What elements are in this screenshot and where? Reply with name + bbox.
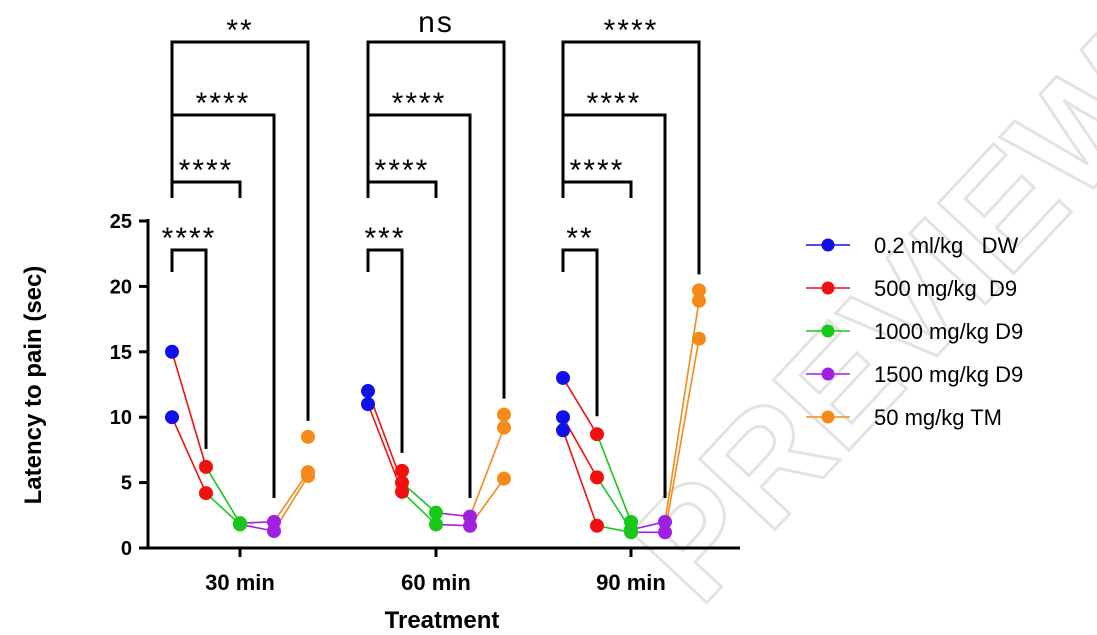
significance-bracket bbox=[366, 40, 506, 399]
series-connector bbox=[171, 416, 207, 494]
series-connector bbox=[562, 377, 598, 435]
data-point bbox=[497, 407, 511, 422]
legend-marker bbox=[821, 410, 835, 424]
x-axis-title: Treatment bbox=[385, 607, 500, 634]
data-point bbox=[395, 475, 409, 490]
legend: 0.2 ml/kg DW 500 mg/kg D9 1000 mg/kg D9 150… bbox=[806, 233, 1023, 430]
x-tick-label: 90 min bbox=[596, 570, 666, 595]
data-point bbox=[692, 331, 706, 346]
data-point bbox=[692, 283, 706, 298]
data-point bbox=[590, 470, 604, 485]
y-tick-label: 10 bbox=[110, 407, 132, 429]
series-connector bbox=[469, 427, 505, 517]
series-connector bbox=[596, 433, 632, 523]
data-point bbox=[658, 514, 672, 529]
series-connector bbox=[367, 403, 403, 493]
data-point bbox=[590, 427, 604, 442]
plot-area: 0 5 10 15 20 25 30 min 60 min 90 min bbox=[110, 211, 740, 595]
data-point bbox=[429, 517, 443, 532]
data-point bbox=[497, 471, 511, 486]
legend-label: 1500 mg/kg D9 bbox=[874, 362, 1023, 387]
data-point bbox=[658, 525, 672, 540]
series-connector bbox=[664, 338, 700, 533]
significance-bracket bbox=[170, 40, 310, 421]
series-connector bbox=[273, 471, 309, 523]
significance-bracket bbox=[561, 40, 701, 275]
series-connector bbox=[562, 430, 598, 527]
data-point bbox=[556, 423, 570, 438]
significance-label: **** bbox=[392, 87, 447, 120]
significance-label: ns bbox=[418, 6, 454, 39]
x-tick-label: 30 min bbox=[205, 570, 275, 595]
data-point bbox=[624, 514, 638, 529]
series-connector bbox=[401, 482, 437, 514]
data-point bbox=[233, 516, 247, 531]
significance-label: **** bbox=[162, 222, 217, 255]
significance-bracket bbox=[561, 248, 599, 417]
data-point bbox=[692, 293, 706, 308]
legend-label: 500 mg/kg D9 bbox=[874, 276, 1017, 301]
y-tick-label: 0 bbox=[121, 538, 132, 560]
series-connector bbox=[205, 466, 241, 524]
data-point bbox=[361, 384, 375, 399]
significance-label: **** bbox=[196, 87, 251, 120]
data-point bbox=[429, 505, 443, 520]
data-point bbox=[301, 429, 315, 444]
significance-bracket bbox=[170, 248, 208, 449]
significance-bracket bbox=[366, 248, 404, 453]
y-tick-label: 25 bbox=[110, 211, 132, 233]
y-tick-label: 15 bbox=[110, 342, 132, 364]
data-point bbox=[301, 465, 315, 480]
y-axis-title: Latency to pain (sec) bbox=[20, 266, 47, 505]
legend-marker bbox=[821, 281, 835, 295]
legend-marker bbox=[821, 367, 835, 381]
legend-label: 1000 mg/kg D9 bbox=[874, 319, 1023, 344]
significance-label: ** bbox=[566, 222, 593, 255]
significance-label: **** bbox=[604, 14, 659, 47]
significance-label: **** bbox=[587, 87, 642, 120]
y-tick-label: 5 bbox=[121, 473, 132, 495]
significance-label: **** bbox=[179, 154, 234, 187]
significance-label: *** bbox=[364, 222, 405, 255]
data-point bbox=[556, 370, 570, 385]
data-point bbox=[361, 397, 375, 412]
y-tick-label: 20 bbox=[110, 276, 132, 298]
legend-label: 50 mg/kg TM bbox=[874, 405, 1002, 430]
significance-label: **** bbox=[375, 154, 430, 187]
data-point bbox=[165, 344, 179, 359]
series-connector bbox=[171, 351, 207, 468]
data-point bbox=[199, 459, 213, 474]
data-point bbox=[199, 486, 213, 501]
data-point bbox=[267, 514, 281, 529]
significance-label: **** bbox=[570, 154, 625, 187]
data-point bbox=[395, 463, 409, 478]
data-point bbox=[497, 420, 511, 435]
series-connector bbox=[401, 491, 437, 526]
legend-marker bbox=[821, 238, 835, 252]
data-point bbox=[556, 410, 570, 425]
significance-label: ** bbox=[226, 14, 253, 47]
legend-marker bbox=[821, 324, 835, 338]
significance-annotations: *************************ns*************… bbox=[162, 6, 701, 498]
data-point bbox=[165, 410, 179, 425]
x-tick-label: 60 min bbox=[401, 570, 471, 595]
legend-label: 0.2 ml/kg DW bbox=[874, 233, 1018, 258]
data-point bbox=[590, 518, 604, 533]
data-point bbox=[463, 509, 477, 524]
